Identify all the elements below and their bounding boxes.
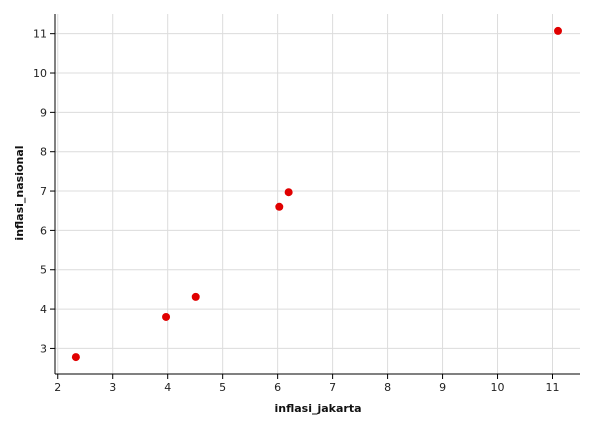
y-tick-label: 11 [33, 28, 47, 41]
x-axis-title: inflasi_jakarta [274, 402, 361, 415]
x-tick-label: 2 [54, 381, 61, 394]
x-tick-label: 3 [109, 381, 116, 394]
data-points [71, 26, 563, 362]
x-tick-label: 8 [384, 381, 391, 394]
y-axis-ticks: 3 4 5 6 7 8 9 10 11 [33, 28, 55, 355]
y-tick-label: 3 [40, 342, 47, 355]
data-point [275, 202, 284, 211]
data-point [71, 353, 80, 362]
y-tick-label: 7 [40, 185, 47, 198]
x-tick-label: 7 [329, 381, 336, 394]
data-point [162, 312, 171, 321]
y-tick-label: 8 [40, 146, 47, 159]
y-tick-label: 4 [40, 303, 47, 316]
grid [55, 14, 580, 374]
y-tick-label: 9 [40, 106, 47, 119]
y-tick-label: 10 [33, 67, 47, 80]
x-tick-label: 9 [439, 381, 446, 394]
y-axis-title: inflasi_nasional [13, 145, 26, 240]
data-point [191, 292, 200, 301]
y-tick-label: 6 [40, 224, 47, 237]
x-tick-label: 11 [546, 381, 560, 394]
x-tick-label: 4 [164, 381, 171, 394]
axes [54, 14, 580, 375]
x-tick-label: 5 [219, 381, 226, 394]
data-point [284, 188, 293, 197]
x-tick-label: 10 [491, 381, 505, 394]
x-axis-ticks: 2 3 4 5 6 7 8 9 10 11 [54, 374, 560, 394]
data-point [554, 26, 563, 35]
y-tick-label: 5 [40, 264, 47, 277]
x-tick-label: 6 [274, 381, 281, 394]
